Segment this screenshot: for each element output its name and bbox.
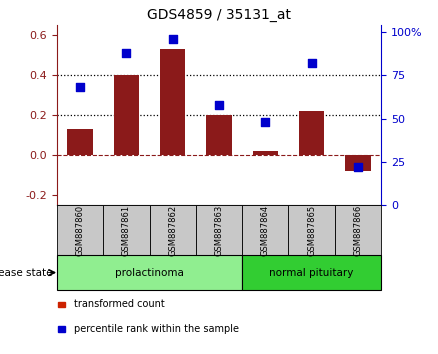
Text: GSM887866: GSM887866 [353,205,362,256]
Text: GSM887864: GSM887864 [261,205,270,256]
Point [215,102,223,108]
Bar [114,75,139,155]
Text: GSM887863: GSM887863 [215,205,223,256]
Bar [206,115,232,155]
Text: GSM887862: GSM887862 [168,205,177,256]
Text: transformed count: transformed count [74,299,165,309]
Text: GSM887860: GSM887860 [76,205,85,256]
Point [123,50,130,55]
Bar [253,151,278,155]
Text: GSM887865: GSM887865 [307,205,316,256]
Title: GDS4859 / 35131_at: GDS4859 / 35131_at [147,8,291,22]
Point [77,85,84,90]
Bar [160,49,185,155]
Point [262,119,269,125]
Point [308,60,315,66]
Bar [299,111,324,155]
Text: disease state: disease state [0,268,53,278]
Text: normal pituitary: normal pituitary [269,268,354,278]
Point [354,164,361,170]
Text: prolactinoma: prolactinoma [115,268,184,278]
Bar [67,129,93,155]
Point [169,36,176,41]
Bar [345,155,371,171]
Text: GSM887861: GSM887861 [122,205,131,256]
Text: percentile rank within the sample: percentile rank within the sample [74,324,240,334]
